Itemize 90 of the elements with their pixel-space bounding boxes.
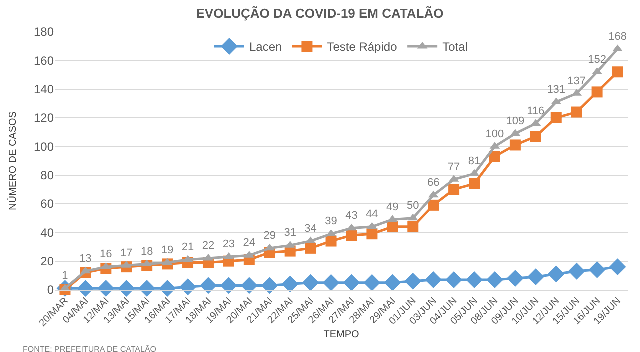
data-label: 24 — [243, 237, 256, 250]
point — [322, 274, 340, 292]
data-label: 39 — [325, 216, 338, 228]
data-label: 49 — [386, 201, 399, 214]
data-label: 34 — [304, 222, 317, 235]
legend-label: Lacen — [250, 40, 282, 54]
data-label: 1 — [62, 270, 68, 282]
data-label: 131 — [547, 84, 566, 96]
point — [507, 270, 524, 287]
y-tick-label: 160 — [34, 54, 54, 68]
point — [404, 272, 422, 290]
data-label: 109 — [506, 115, 525, 128]
data-label: 77 — [448, 161, 460, 174]
point — [609, 258, 626, 276]
point — [448, 184, 460, 196]
legend-label: Teste Rápido — [327, 40, 398, 54]
data-label: 66 — [427, 177, 440, 190]
y-tick-label: 60 — [40, 197, 54, 212]
data-label: 152 — [588, 54, 606, 66]
point — [588, 261, 606, 278]
point — [302, 274, 320, 292]
point — [384, 274, 402, 292]
point — [548, 266, 565, 283]
point — [180, 278, 196, 296]
point — [346, 224, 357, 231]
point — [550, 112, 562, 124]
data-label: 16 — [100, 248, 112, 261]
point — [466, 272, 483, 288]
data-label: 50 — [407, 200, 420, 212]
data-label: 23 — [222, 238, 236, 251]
chart-title: EVOLUÇÃO DA COVID-19 EM CATALÃO — [196, 6, 444, 21]
y-tick-label: 140 — [34, 82, 54, 97]
point — [306, 236, 316, 244]
y-tick-label: 100 — [34, 140, 54, 154]
point — [80, 266, 91, 274]
point — [220, 277, 238, 294]
y-tick-label: 80 — [40, 168, 54, 183]
data-label: 18 — [140, 246, 154, 258]
data-label: 81 — [468, 156, 481, 168]
point — [425, 272, 442, 288]
point — [77, 280, 94, 298]
data-label: 29 — [264, 230, 276, 242]
point — [469, 178, 480, 190]
point — [510, 140, 521, 151]
point — [366, 228, 378, 240]
point — [305, 242, 316, 254]
legend-label: Total — [442, 40, 468, 54]
point — [527, 268, 544, 286]
point — [446, 272, 462, 288]
data-label: 21 — [182, 242, 194, 254]
data-label: 31 — [284, 227, 296, 240]
data-label: 100 — [486, 128, 504, 140]
y-tick-label: 0 — [47, 283, 54, 298]
x-axis-title: TEMPO — [324, 330, 360, 341]
y-tick-label: 40 — [40, 226, 54, 240]
data-label: 17 — [120, 247, 133, 260]
point — [489, 151, 500, 162]
data-label: 137 — [568, 75, 586, 88]
point — [387, 221, 398, 232]
point — [428, 200, 440, 211]
y-tick-label: 120 — [34, 111, 54, 126]
source-note: FONTE: PREFEITURA DE CATALÃO — [23, 344, 156, 352]
point — [261, 277, 278, 294]
data-label: 168 — [608, 30, 627, 43]
point — [568, 262, 586, 280]
point — [118, 280, 136, 298]
point — [240, 277, 258, 294]
data-label: 116 — [527, 105, 545, 118]
point — [326, 236, 337, 247]
point — [367, 222, 378, 230]
data-label: 44 — [366, 208, 378, 221]
data-label: 22 — [202, 240, 215, 252]
y-tick-label: 20 — [40, 254, 54, 269]
y-tick-label: 180 — [34, 25, 54, 40]
point — [98, 280, 115, 298]
point — [346, 230, 358, 242]
point — [408, 221, 419, 232]
point — [364, 274, 381, 292]
point — [612, 66, 624, 78]
point — [571, 106, 582, 118]
data-label: 43 — [346, 210, 358, 222]
data-label: 13 — [80, 252, 92, 265]
point — [343, 274, 360, 292]
data-label: 19 — [161, 244, 174, 256]
point — [486, 272, 504, 288]
y-axis-title: NÚMERO DE CASOS — [6, 111, 19, 210]
point — [592, 86, 603, 98]
point — [530, 131, 542, 142]
point — [200, 277, 217, 294]
point — [282, 276, 299, 293]
